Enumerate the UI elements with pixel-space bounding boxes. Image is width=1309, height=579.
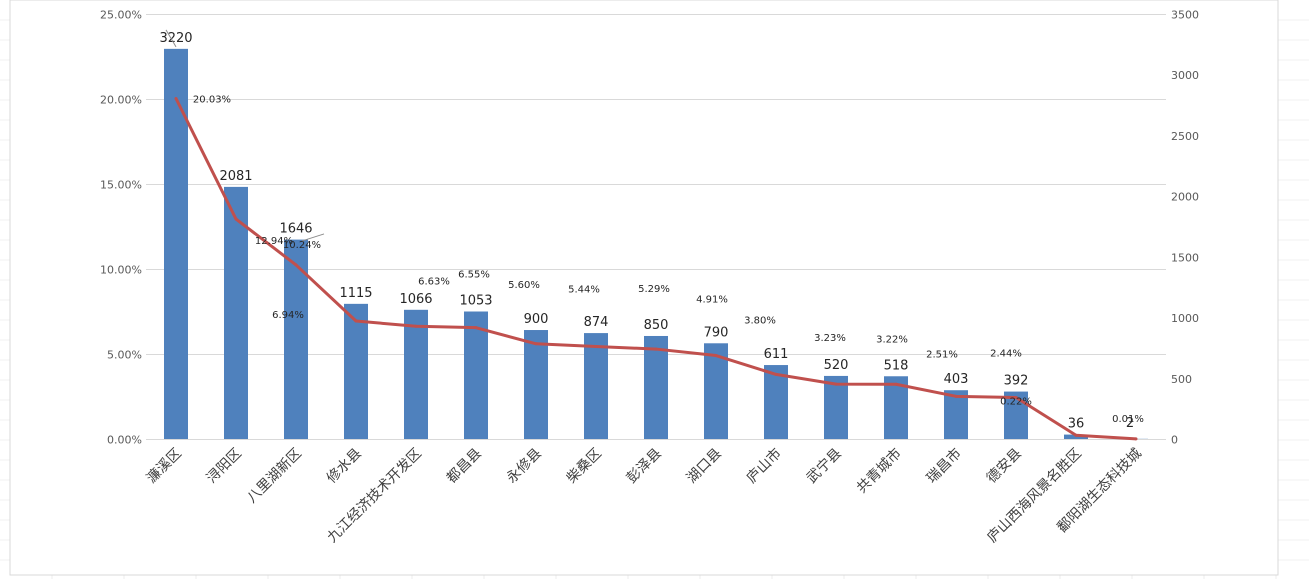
bar-value-label: 403 [944,372,969,387]
line-value-label: 20.03% [193,94,231,105]
line-point [894,382,898,386]
category-label: 湖口县 [684,446,725,487]
bar-value-label: 2081 [219,169,252,184]
line-value-label: 0.01% [1112,414,1144,425]
category-label: 庐山市 [743,445,785,487]
line-point [714,354,718,358]
category-label: 永修县 [504,446,545,487]
category-label: 柴桑区 [564,446,605,487]
bar [584,333,608,439]
label-leader-line [165,29,177,48]
category-label: 武宁县 [803,445,845,487]
line-value-label: 10.24% [283,240,321,251]
line-value-label: 2.51% [926,349,958,360]
line-value-label: 6.55% [458,270,490,281]
line-point [594,345,598,349]
category-label: 共青城市 [853,445,905,497]
bar [944,390,968,439]
category-label: 瑞昌市 [923,445,965,487]
bar-value-label: 1053 [459,294,492,309]
line-value-label: 5.60% [508,280,540,291]
right-axis-tick-label: 3000 [1171,69,1199,82]
line-value-label: 5.44% [568,285,600,296]
bar-value-label: 1646 [279,222,312,237]
left-axis-tick-label: 0.00% [107,434,142,447]
category-label: 濂溪区 [143,445,185,487]
line-point [954,394,958,398]
bar [644,335,668,439]
bar-value-label: 520 [824,358,849,373]
line-point [834,382,838,386]
line-point [1074,433,1078,437]
bar-value-label: 36 [1068,417,1085,432]
line-point [294,263,298,267]
line-value-label: 6.63% [418,276,450,287]
left-axis-tick-label: 5.00% [107,349,142,362]
bar-value-label: 790 [704,325,729,340]
line-point [1134,437,1138,441]
bar [1064,434,1088,439]
bar-value-label: 2 [1126,416,1134,431]
right-axis-tick-label: 1000 [1171,312,1199,325]
line-point [654,347,658,351]
right-axis-tick-label: 2500 [1171,130,1199,143]
bar-value-label: 3220 [159,31,192,46]
category-label: 浔阳区 [204,446,245,487]
bar [164,48,188,439]
right-axis-tick-label: 1500 [1171,251,1199,264]
line-value-label: 0.22% [1000,396,1032,407]
bar [224,186,248,439]
category-label: 修水县 [324,446,365,487]
category-label: 都昌县 [444,446,485,487]
right-axis-tick-label: 2000 [1171,191,1199,204]
line-value-label: 3.80% [744,315,776,326]
bar-value-label: 518 [884,358,909,373]
line-value-label: 4.91% [696,295,728,306]
bar [344,303,368,439]
bar-value-label: 900 [524,312,549,327]
line-value-label: 12.94% [255,236,293,247]
bar [1004,391,1028,439]
left-axis-tick-label: 25.00% [100,9,142,22]
line-point [474,326,478,330]
line-value-label: 6.94% [272,310,304,321]
bar-value-label: 1115 [339,286,372,301]
line-point [414,324,418,328]
line-value-label: 5.29% [638,284,670,295]
category-label: 德安县 [984,446,1025,487]
line-value-label: 3.22% [876,334,908,345]
bar [524,330,548,439]
bar-value-label: 1066 [399,292,432,307]
line-point [174,96,178,100]
bar [824,375,848,439]
line-point [774,372,778,376]
line-value-label: 2.44% [990,349,1022,360]
right-axis-tick-label: 3500 [1171,9,1199,22]
line-value-label: 3.23% [814,333,846,344]
label-leader-line [301,233,325,242]
left-axis-tick-label: 15.00% [100,179,142,192]
bar [404,309,428,439]
category-label: 八里湖新区 [244,446,305,507]
left-axis-tick-label: 10.00% [100,264,142,277]
left-axis-tick-label: 20.00% [100,94,142,107]
bar [284,239,308,439]
chart-area [9,0,1279,576]
bar [764,365,788,439]
right-axis-tick-label: 500 [1171,373,1192,386]
line-point [534,342,538,346]
bar-value-label: 611 [764,347,789,362]
bar-value-label: 392 [1004,374,1029,389]
line-point [354,319,358,323]
bar-value-label: 874 [584,315,609,330]
line-point [1014,396,1018,400]
bar-value-label: 850 [644,318,669,333]
bar [464,311,488,439]
category-label: 彭泽县 [624,446,665,487]
line-point [234,217,238,221]
right-axis-tick-label: 0 [1171,434,1178,447]
